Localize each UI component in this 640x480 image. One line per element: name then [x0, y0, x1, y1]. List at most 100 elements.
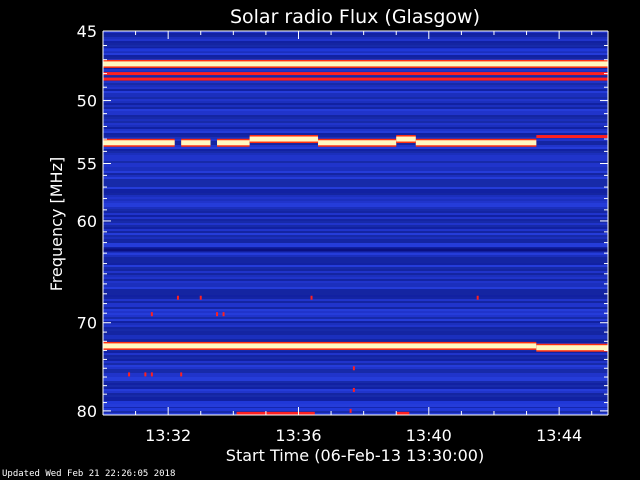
burst-spot [352, 387, 355, 392]
noise-stripe [103, 307, 608, 309]
noise-stripe [103, 335, 608, 337]
noise-stripe [103, 45, 608, 47]
noise-stripe [103, 339, 608, 341]
noise-stripe [103, 285, 608, 287]
noise-stripe [103, 37, 608, 39]
emission-band [103, 401, 608, 405]
noise-stripe [103, 197, 608, 199]
noise-stripe [103, 299, 608, 301]
noise-stripe [103, 381, 608, 383]
noise-stripe [103, 159, 608, 161]
noise-stripe [103, 177, 608, 179]
emission-band [103, 248, 608, 252]
noise-stripe [103, 395, 608, 397]
noise-stripe [103, 71, 608, 73]
x-tick-label: 13:44 [536, 426, 582, 445]
noise-stripe [103, 191, 608, 193]
noise-stripe [103, 231, 608, 233]
noise-stripe [103, 255, 608, 257]
burst-spots [128, 295, 479, 413]
noise-stripe [103, 117, 608, 119]
y-axis-label: Frequency [MHz] [47, 157, 66, 291]
noise-stripe [103, 95, 608, 97]
emission-band [181, 140, 211, 146]
noise-stripe [103, 199, 608, 201]
y-tick-label: 55 [77, 154, 97, 173]
noise-stripe [103, 229, 608, 231]
burst-spot [144, 372, 147, 377]
noise-stripe [103, 165, 608, 167]
noise-stripe [103, 353, 608, 355]
y-tick-label: 80 [77, 402, 97, 421]
noise-stripe [103, 123, 608, 125]
noise-stripe [103, 323, 608, 325]
noise-stripe [103, 259, 608, 261]
noise-stripe [103, 155, 608, 157]
burst-spot [150, 312, 153, 317]
noise-stripe [103, 295, 608, 297]
emission-band [217, 140, 250, 146]
noise-stripe [103, 195, 608, 197]
burst-spot [216, 312, 219, 317]
noise-stripe [103, 87, 608, 89]
noise-stripe [103, 225, 608, 227]
burst-spot [352, 366, 355, 371]
noise-stripe [103, 291, 608, 293]
noise-stripe [103, 265, 608, 267]
noise-stripe [103, 67, 608, 69]
noise-stripe [103, 35, 608, 37]
noise-stripe [103, 237, 608, 239]
noise-stripe [103, 391, 608, 393]
noise-stripe [103, 317, 608, 319]
noise-stripe [103, 185, 608, 187]
noise-stripe [103, 53, 608, 55]
noise-stripe [103, 137, 608, 139]
noise-stripe [103, 209, 608, 211]
noise-stripe [103, 173, 608, 175]
burst-spot [476, 295, 479, 300]
noise-stripe [103, 83, 608, 85]
noise-stripe [103, 105, 608, 107]
noise-stripe [103, 405, 608, 407]
noise-stripe [103, 321, 608, 323]
y-tick-label: 45 [77, 22, 97, 41]
noise-stripe [103, 85, 608, 87]
updated-timestamp: Updated Wed Feb 21 22:26:05 2018 [2, 469, 176, 479]
noise-stripe [103, 283, 608, 285]
noise-stripe [103, 411, 608, 413]
noise-stripe [103, 289, 608, 291]
emission-band [536, 135, 608, 139]
noise-stripe [103, 315, 608, 317]
noise-stripe [103, 245, 608, 247]
emission-band [318, 140, 397, 146]
emission-band [396, 411, 410, 415]
noise-stripe [103, 47, 608, 49]
noise-stripe [103, 331, 608, 333]
burst-spot [128, 372, 131, 377]
burst-spot [150, 372, 153, 377]
y-tick-label: 60 [77, 212, 97, 231]
noise-stripe [103, 377, 608, 379]
noise-stripe [103, 179, 608, 181]
noise-stripe [103, 393, 608, 395]
noise-stripe [103, 33, 608, 35]
noise-stripe [103, 319, 608, 321]
emission-band [249, 136, 319, 142]
noise-stripe [103, 293, 608, 295]
noise-stripe [103, 235, 608, 237]
noise-stripe [103, 193, 608, 195]
noise-stripe [103, 207, 608, 209]
noise-stripe [103, 273, 608, 275]
x-tick-label: 13:32 [145, 426, 191, 445]
ticks: 13:32 13:36 13:40 13:44 45 50 55 60 70 80 [77, 22, 608, 445]
noise-stripe [103, 153, 608, 155]
emission-band [536, 345, 608, 351]
x-axis-label: Start Time (06-Feb-13 13:30:00) [226, 446, 484, 465]
x-tick-label: 13:36 [275, 426, 321, 445]
noise-stripe [103, 337, 608, 339]
noise-stripe [103, 219, 608, 221]
noise-stripe [103, 125, 608, 127]
noise-stripe [103, 325, 608, 327]
noise-stripe [103, 51, 608, 53]
noise-stripe [103, 253, 608, 255]
